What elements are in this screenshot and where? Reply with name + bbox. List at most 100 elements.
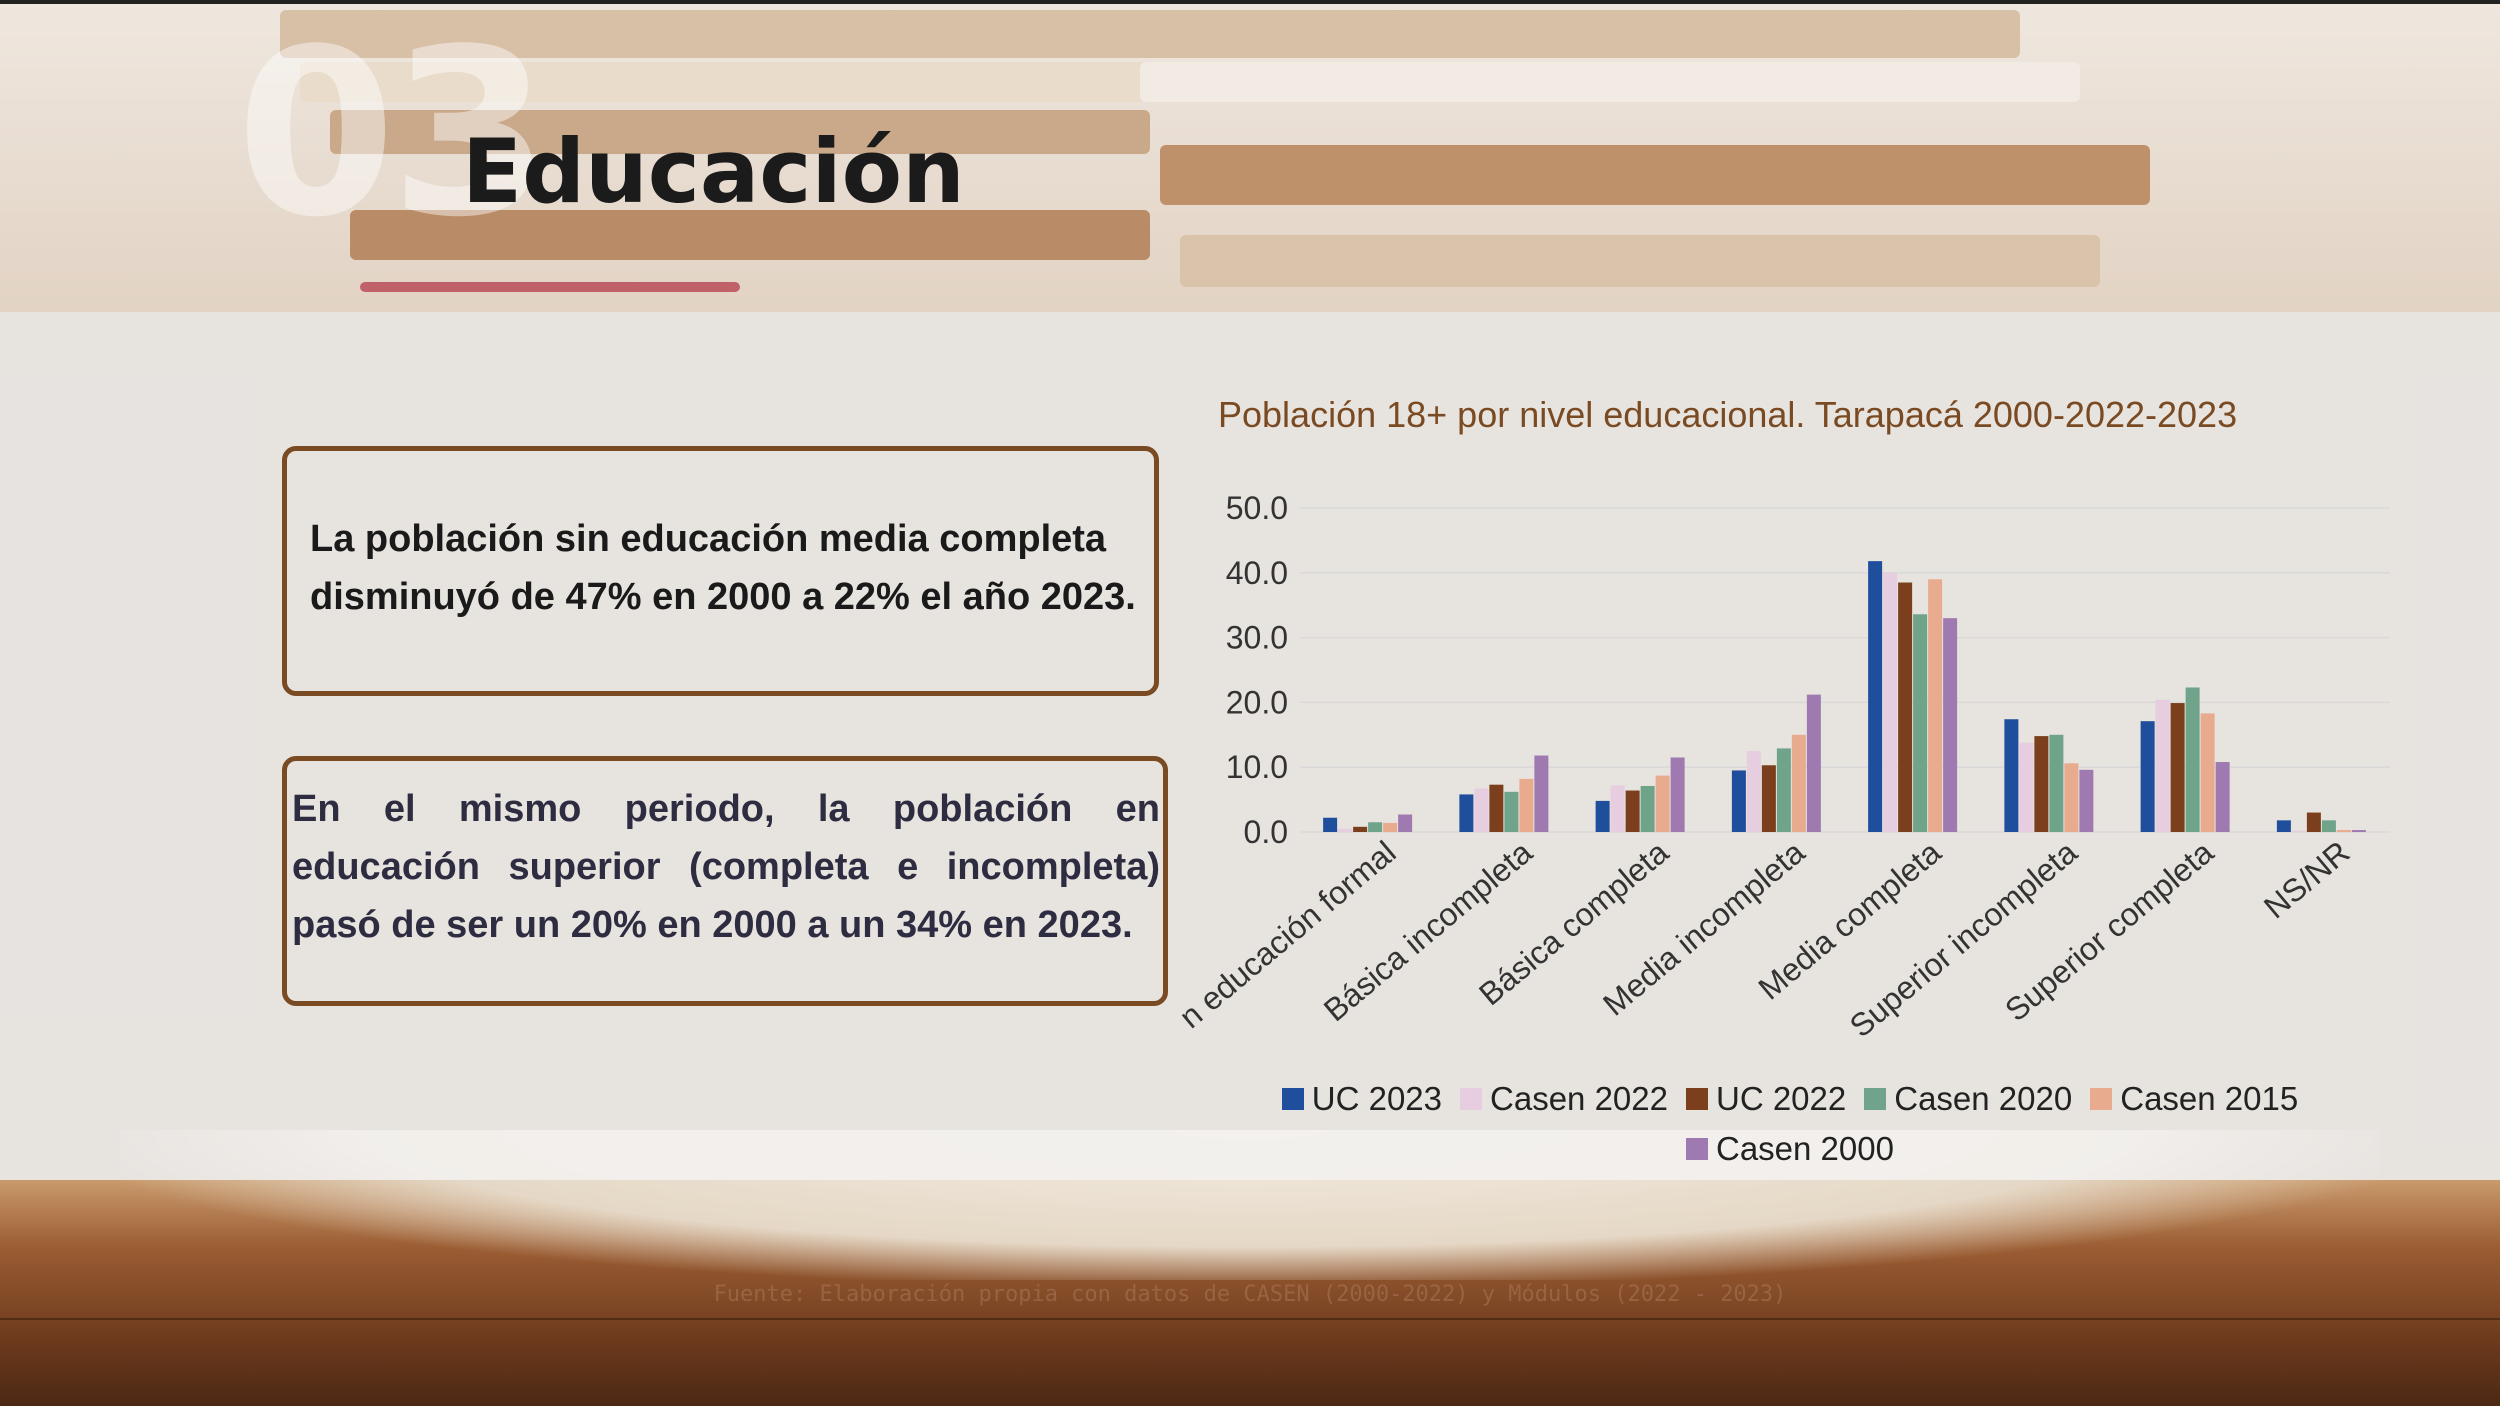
bar-casen-2020 <box>1640 785 1655 832</box>
chart-legend: UC 2023 Casen 2022 UC 2022 Casen 2020 Casen … <box>1240 1080 2340 1180</box>
book-spine <box>280 10 2020 58</box>
legend-item: UC 2023 <box>1281 1080 1443 1118</box>
legend-row: Casen 2000 <box>1240 1130 2340 1168</box>
legend-swatch <box>1460 1088 1483 1110</box>
footer-divider <box>0 1318 2500 1320</box>
bar-casen-2015 <box>1655 775 1670 832</box>
bar-casen-2020 <box>2321 820 2336 832</box>
legend-swatch <box>1686 1138 1708 1160</box>
x-tick-label: n educación formal <box>1180 834 1403 1035</box>
y-tick-label: 30.0 <box>1226 620 1288 656</box>
book-spine <box>360 282 740 292</box>
bar-uc-2023 <box>1595 800 1610 832</box>
bar-casen-2020 <box>1913 614 1928 832</box>
bar-casen-2022 <box>1746 751 1761 832</box>
bar-chart: 0.0 10.0 20.0 30.0 40.0 50.0 n educación forma… <box>1180 490 2390 1045</box>
legend-label: Casen 2020 <box>1894 1080 2073 1117</box>
legend-item: Casen 2015 <box>2090 1080 2298 1118</box>
highlight-text-2: En el mismo periodo, la población en edu… <box>292 788 1160 946</box>
bar-casen-2015 <box>2200 713 2215 832</box>
book-spine <box>300 62 1160 102</box>
book-spine <box>1180 235 2100 287</box>
bar-uc-2022 <box>2306 812 2321 832</box>
bar-uc-2022 <box>2034 736 2049 832</box>
y-tick-label: 20.0 <box>1226 684 1288 720</box>
legend-item: Casen 2020 <box>1864 1080 2072 1118</box>
chart-title: Población 18+ por nivel educacional. Tar… <box>1218 394 2238 435</box>
bar-uc-2022 <box>1353 826 1368 832</box>
x-tick-label: Superior incompleta <box>1843 834 2084 1045</box>
bar-casen-2022 <box>2019 742 2034 832</box>
bar-casen-2000 <box>1943 618 1958 832</box>
source-note: Fuente: Elaboración propia con datos de … <box>713 1282 1787 1307</box>
slide-title: Educación <box>462 120 965 223</box>
bar-casen-2000 <box>2079 769 2094 832</box>
bar-casen-2020 <box>2185 687 2200 832</box>
y-tick-label: 0.0 <box>1244 814 1288 850</box>
legend-label: UC 2022 <box>1716 1080 1847 1117</box>
highlight-box-2 <box>282 756 1168 1006</box>
bar-casen-2015 <box>1928 579 1943 832</box>
legend-item: Casen 2022 <box>1460 1080 1668 1118</box>
bar-uc-2023 <box>2004 719 2019 832</box>
bar-uc-2023 <box>1459 794 1474 832</box>
book-spine <box>330 110 1150 154</box>
bar-casen-2020 <box>2049 734 2064 832</box>
legend-label: Casen 2022 <box>1490 1080 1668 1117</box>
bar-uc-2022 <box>1489 784 1504 832</box>
bar-casen-2022 <box>1883 572 1898 832</box>
bar-casen-2000 <box>2351 830 2366 832</box>
bar-casen-2000 <box>1534 755 1549 832</box>
y-tick-label: 40.0 <box>1226 555 1288 591</box>
legend-label: Casen 2000 <box>1716 1130 1894 1167</box>
top-border <box>0 0 2500 4</box>
y-tick-label: 50.0 <box>1226 490 1288 526</box>
legend-swatch <box>1864 1088 1887 1110</box>
bar-uc-2022 <box>1625 790 1640 832</box>
bar-uc-2023 <box>2140 721 2155 832</box>
bar-uc-2022 <box>1761 765 1776 832</box>
books-background <box>0 0 2500 312</box>
bar-uc-2023 <box>2276 820 2291 832</box>
bar-casen-2020 <box>1504 791 1519 832</box>
legend-row: UC 2023 Casen 2022 UC 2022 Casen 2020 Casen … <box>1240 1080 2340 1118</box>
highlight-text-1: La población sin educación media complet… <box>310 518 1136 618</box>
legend-swatch <box>1281 1088 1304 1110</box>
bar-casen-2000 <box>1806 694 1821 832</box>
section-number: 03 <box>236 1 550 268</box>
bar-casen-2015 <box>1791 734 1806 832</box>
bar-casen-2020 <box>1776 748 1791 832</box>
bar-casen-2015 <box>1383 822 1398 832</box>
bar-uc-2023 <box>1323 817 1338 832</box>
bar-casen-2000 <box>2215 762 2230 832</box>
bar-casen-2022 <box>1474 788 1489 832</box>
legend-item: UC 2022 <box>1686 1080 1846 1118</box>
legend-swatch <box>1686 1088 1708 1110</box>
bar-casen-2020 <box>1368 822 1383 832</box>
bar-uc-2022 <box>2170 703 2185 832</box>
bar-casen-2015 <box>1519 778 1534 832</box>
x-tick-label: NS/NR <box>2257 834 2356 926</box>
bar-casen-2022 <box>1610 785 1625 832</box>
book-spine <box>1140 62 2080 102</box>
bar-casen-2000 <box>1398 814 1413 832</box>
bar-casen-2015 <box>2064 763 2079 832</box>
legend-label: Casen 2015 <box>2120 1080 2299 1117</box>
bar-uc-2022 <box>1898 582 1913 832</box>
bar-uc-2023 <box>1731 770 1746 832</box>
legend-item: Casen 2000 <box>1686 1130 1894 1168</box>
content-band <box>0 312 2500 1180</box>
legend-label: UC 2023 <box>1311 1080 1443 1117</box>
bar-casen-2022 <box>2291 830 2306 832</box>
bar-uc-2023 <box>1868 561 1883 832</box>
y-tick-label: 10.0 <box>1226 749 1288 785</box>
legend-swatch <box>2090 1088 2113 1110</box>
book-spine <box>350 210 1150 260</box>
bar-casen-2022 <box>2155 699 2170 832</box>
bar-casen-2000 <box>1670 757 1685 832</box>
bar-casen-2015 <box>2336 830 2351 832</box>
bar-casen-2022 <box>1338 828 1353 832</box>
highlight-box-1 <box>282 446 1159 696</box>
book-spine <box>1160 145 2150 205</box>
